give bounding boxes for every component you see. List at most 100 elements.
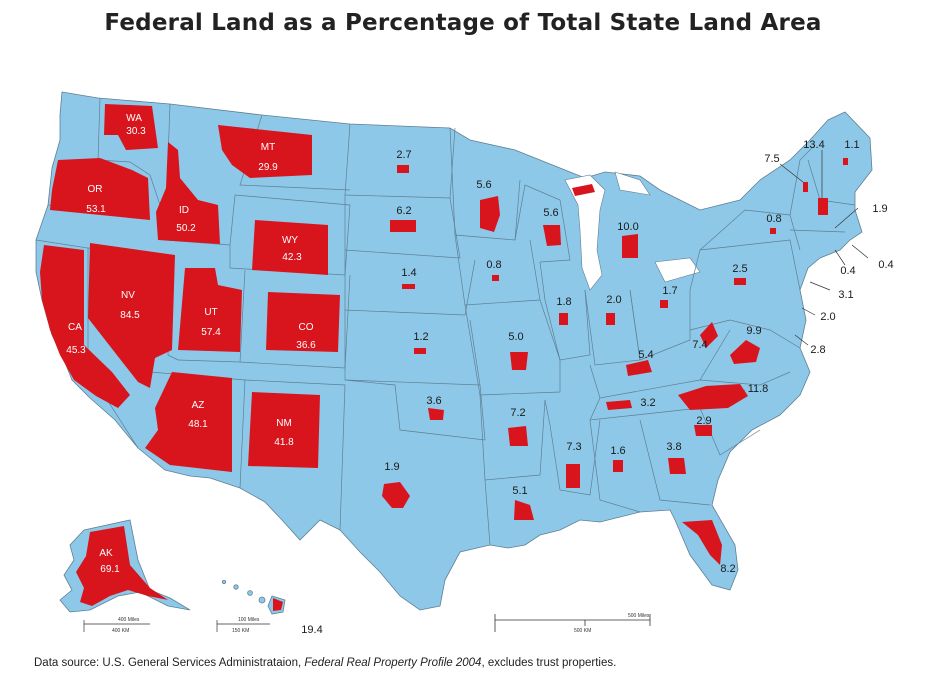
wv-value: 7.4 — [692, 339, 707, 351]
source-suffix: , excludes trust properties. — [481, 657, 617, 669]
ak-scale-miles: 400 Miles — [118, 617, 140, 623]
me-value: 1.1 — [844, 139, 859, 151]
in-federal-shape — [606, 313, 615, 325]
ct-value: 0.4 — [840, 265, 855, 277]
me-federal-shape — [843, 158, 848, 165]
la-value: 5.1 — [512, 485, 527, 497]
nm-value: 41.8 — [274, 437, 294, 448]
mi-value: 10.0 — [617, 221, 638, 233]
map-title: Federal Land as a Percentage of Total St… — [104, 10, 822, 36]
va-federal-shape — [730, 340, 760, 364]
al-value: 1.6 — [610, 445, 625, 457]
nd-federal-shape — [397, 165, 409, 173]
main-scale-bar — [494, 614, 651, 632]
co-value: 36.6 — [296, 340, 316, 351]
ca-federal-shape — [40, 245, 130, 408]
nd-value: 2.7 — [396, 149, 411, 161]
mn-federal-shape — [480, 196, 500, 232]
wi-value: 5.6 — [543, 207, 558, 219]
ne-value: 1.4 — [401, 267, 416, 279]
ca-value: 45.3 — [66, 345, 86, 356]
oh-value: 1.7 — [662, 285, 677, 297]
al-federal-shape — [613, 460, 623, 472]
or-value: 53.1 — [86, 204, 106, 215]
co-federal-shape — [266, 292, 340, 352]
mi-up-federal-shape — [572, 184, 595, 196]
tn-value: 3.2 — [640, 397, 655, 409]
or-federal-shape — [50, 158, 150, 220]
great-lakes — [564, 171, 701, 291]
nh-federal-shape — [818, 198, 828, 215]
ms-value: 7.3 — [566, 441, 581, 453]
mt-abbr: MT — [261, 142, 275, 153]
value-labels: 19.4 2.7 6.2 1.4 1.2 3.6 1.9 5.6 0.8 5.0… — [301, 139, 893, 636]
vt-value: 7.5 — [764, 153, 779, 165]
wy-value: 42.3 — [282, 252, 302, 263]
la-federal-shape — [514, 500, 534, 520]
source-prefix: Data source: U.S. General Services Admin… — [34, 657, 305, 669]
nc-federal-shape — [678, 384, 748, 410]
tx-federal-shape — [382, 482, 410, 508]
nh-value: 13.4 — [803, 139, 824, 151]
ks-value: 1.2 — [413, 331, 428, 343]
az-abbr: AZ — [192, 400, 205, 411]
pa-federal-shape — [734, 278, 746, 285]
ny-federal-shape — [770, 228, 776, 234]
ia-value: 0.8 — [486, 259, 501, 271]
oh-federal-shape — [660, 300, 668, 308]
state-borders — [35, 97, 856, 546]
id-abbr: ID — [179, 205, 189, 216]
wv-federal-shape — [700, 322, 718, 348]
scale-texts: 500 Miles 500 KM 400 Miles 400 KM 100 Mi… — [112, 613, 650, 634]
in-value: 2.0 — [606, 294, 621, 306]
pa-value: 2.5 — [732, 263, 747, 275]
ut-value: 57.4 — [201, 327, 221, 338]
wy-federal-shape — [252, 220, 328, 275]
fl-value: 8.2 — [720, 563, 735, 575]
id-value: 50.2 — [176, 223, 196, 234]
mt-value: 29.9 — [258, 162, 278, 173]
hi-scale-miles: 100 Miles — [238, 617, 260, 623]
il-value: 1.8 — [556, 296, 571, 308]
vt-federal-shape — [803, 182, 808, 192]
nm-abbr: NM — [276, 418, 292, 429]
wa-value: 30.3 — [126, 126, 146, 137]
ms-federal-shape — [566, 464, 580, 488]
ar-value: 7.2 — [510, 407, 525, 419]
ky-federal-shape — [626, 360, 652, 376]
federal-land-shapes — [40, 104, 848, 611]
hi-value: 19.4 — [301, 624, 322, 636]
mainland-us-shape — [35, 91, 873, 611]
data-source-note: Data source: U.S. General Services Admin… — [34, 657, 616, 669]
western-state-labels: WA 30.3 OR 53.1 ID 50.2 MT 29.9 WY 42.3 … — [66, 113, 316, 575]
ga-value: 3.8 — [666, 441, 681, 453]
id-federal-shape — [156, 142, 220, 244]
main-scale-miles: 500 Miles — [628, 613, 650, 619]
ak-federal-shape — [76, 526, 168, 606]
sd-value: 6.2 — [396, 205, 411, 217]
ne-federal-shape — [402, 284, 415, 289]
wy-abbr: WY — [282, 235, 298, 246]
tx-value: 1.9 — [384, 461, 399, 473]
wi-federal-shape — [543, 225, 561, 246]
ak-scale-bar — [83, 620, 150, 632]
mi-federal-shape — [622, 234, 638, 258]
ut-federal-shape — [178, 268, 242, 352]
ma-value: 1.9 — [872, 203, 887, 215]
nc-value: 11.8 — [748, 383, 769, 395]
hi-scale-bar — [216, 620, 270, 632]
sd-federal-shape — [390, 220, 416, 232]
mt-federal-shape — [218, 125, 312, 178]
or-abbr: OR — [88, 184, 103, 195]
hi-federal-shape — [273, 598, 283, 611]
ca-abbr: CA — [68, 322, 82, 333]
md-value: 2.8 — [810, 344, 825, 356]
sc-value: 2.9 — [696, 415, 711, 427]
ri-value: 0.4 — [878, 259, 893, 271]
ny-value: 0.8 — [766, 213, 781, 225]
ky-value: 5.4 — [638, 349, 653, 361]
ga-federal-shape — [668, 458, 686, 474]
fl-federal-shape — [682, 520, 722, 565]
ar-federal-shape — [508, 426, 528, 446]
